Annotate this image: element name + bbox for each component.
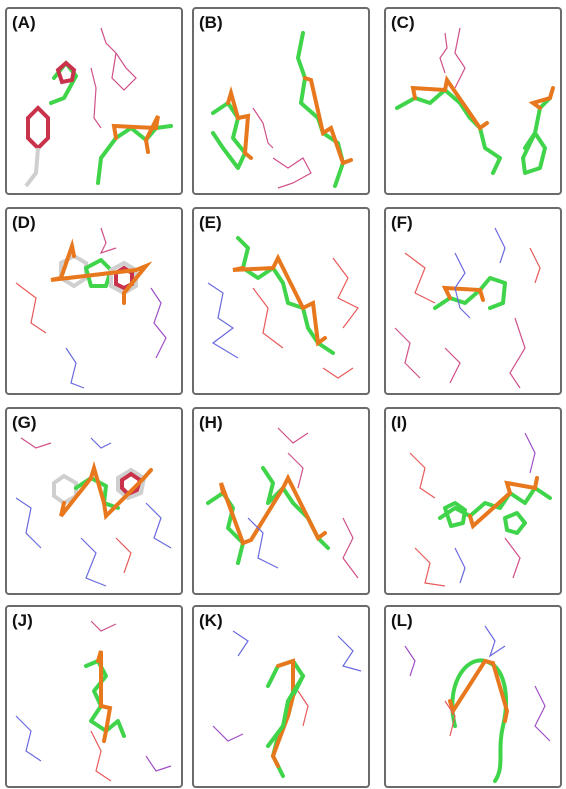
panel: (K) — [193, 606, 369, 787]
panel-label: (C) — [391, 13, 415, 32]
panel-frame — [193, 408, 369, 594]
panel-label: (B) — [199, 13, 223, 32]
panel: (C) — [385, 8, 561, 194]
panel-frame — [193, 208, 369, 394]
figure: (A) (B) (C) (D) (E) (F) (G) (H) (I) (J) … — [0, 0, 566, 789]
panel: (D) — [6, 208, 182, 394]
panel-frame — [6, 8, 182, 194]
panel-label: (F) — [391, 213, 413, 232]
panel-frame — [6, 606, 182, 787]
panel: (A) — [6, 8, 182, 194]
panel-label: (L) — [391, 611, 413, 630]
panel-frame — [6, 408, 182, 594]
panel: (I) — [385, 408, 561, 594]
panel: (J) — [6, 606, 182, 787]
panel-label: (H) — [199, 413, 223, 432]
panel-label: (E) — [199, 213, 222, 232]
panel-frame — [385, 408, 561, 594]
panel-frame — [193, 606, 369, 787]
panel: (L) — [385, 606, 561, 787]
panel-label: (J) — [12, 611, 33, 630]
panel: (G) — [6, 408, 182, 594]
panel-frame — [385, 606, 561, 787]
panel-frame — [6, 208, 182, 394]
panel: (E) — [193, 208, 369, 394]
panel: (F) — [385, 208, 561, 394]
panel-frame — [385, 208, 561, 394]
panel-label: (K) — [199, 611, 223, 630]
panel-label: (I) — [391, 413, 407, 432]
panel: (H) — [193, 408, 369, 594]
panel: (B) — [193, 8, 369, 194]
panel-label: (A) — [12, 13, 36, 32]
panel-label: (D) — [12, 213, 36, 232]
panel-label: (G) — [12, 413, 37, 432]
